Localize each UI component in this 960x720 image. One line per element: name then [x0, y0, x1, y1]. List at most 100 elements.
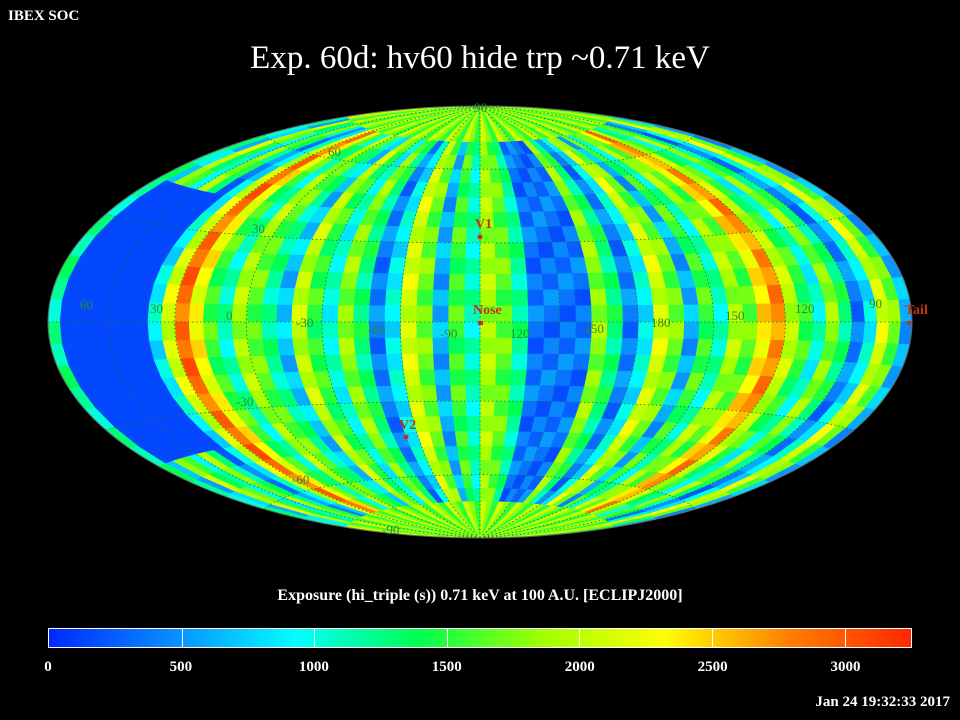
map-cell	[492, 212, 508, 228]
map-cell	[337, 321, 354, 339]
v2-marker	[403, 434, 409, 440]
corner-label: IBEX SOC	[8, 8, 80, 24]
map-cell	[449, 385, 467, 402]
map-cell	[436, 400, 454, 418]
map-cell	[574, 305, 592, 323]
map-cell	[174, 303, 191, 323]
lon-label: -60	[368, 322, 385, 337]
colorbar-tick	[844, 629, 846, 647]
grid-line	[321, 105, 481, 539]
map-cell	[431, 289, 449, 307]
map-cell	[810, 321, 827, 342]
map-cell	[322, 288, 341, 306]
lon-label: 0	[226, 308, 233, 323]
lat-label: -90	[382, 522, 399, 537]
map-cell	[463, 273, 481, 291]
map-cell	[260, 304, 278, 323]
map-cell	[493, 242, 511, 259]
map-cell	[216, 321, 233, 341]
map-cell	[95, 301, 111, 323]
map-cell	[541, 353, 559, 371]
map-cell	[133, 321, 150, 342]
grid-line	[479, 105, 786, 539]
map-cell	[479, 400, 495, 417]
lat-label: 90	[474, 100, 487, 115]
nose-marker	[478, 321, 483, 325]
map-cell	[479, 168, 491, 184]
map-cell	[495, 353, 512, 371]
map-cell	[697, 321, 715, 340]
map-cell	[202, 321, 219, 341]
lat-label: -60	[292, 472, 309, 487]
map-cell	[727, 321, 744, 341]
map-cell	[420, 242, 438, 259]
map-cell	[491, 197, 506, 213]
map-cell	[526, 337, 544, 355]
map-cell	[589, 337, 607, 355]
map-cell	[568, 257, 588, 274]
map-cell	[353, 337, 371, 355]
map-cell	[245, 321, 263, 340]
colorbar-tick-label: 3000	[830, 659, 861, 675]
lon-label: 60	[80, 297, 93, 312]
map-cell	[354, 354, 374, 372]
tail-marker	[907, 321, 911, 325]
lat-label: 30	[252, 221, 265, 236]
colorbar-tick	[314, 629, 316, 647]
map-cell	[368, 305, 386, 323]
map-cell	[337, 305, 354, 323]
map-cell	[321, 305, 339, 323]
map-cell	[384, 337, 402, 355]
plot-title: Exp. 60d: hv60 hide trp ~0.71 keV	[250, 40, 710, 76]
map-cell	[543, 321, 561, 339]
grid-line	[263, 134, 697, 170]
map-cell	[556, 273, 575, 291]
grid-line	[245, 105, 481, 539]
map-cell	[202, 303, 219, 323]
map-cell	[463, 353, 481, 371]
map-cell	[401, 273, 419, 291]
map-cell	[520, 400, 538, 418]
map-cell	[469, 168, 481, 184]
map-cell	[231, 304, 248, 323]
map-cell	[479, 488, 489, 502]
map-cell	[146, 321, 163, 342]
map-cell	[509, 369, 527, 387]
map-cell	[601, 272, 621, 290]
map-cell	[490, 182, 504, 199]
v1-marker	[477, 234, 483, 240]
map-cell	[399, 321, 417, 339]
map-cell	[824, 301, 840, 323]
map-cell	[368, 337, 387, 355]
map-cell	[493, 227, 510, 244]
map-cell	[849, 321, 865, 343]
map-cell	[432, 353, 450, 371]
map-cell	[479, 258, 496, 275]
map-cell	[479, 183, 493, 199]
map-cell	[542, 337, 560, 355]
map-cell	[448, 273, 465, 291]
map-cell	[479, 353, 497, 371]
map-cell	[493, 400, 510, 417]
map-cell	[353, 289, 371, 307]
map-cell	[447, 305, 465, 323]
map-cell	[559, 305, 576, 323]
colorbar-tick	[181, 629, 183, 647]
map-cell	[606, 305, 623, 323]
map-cell	[276, 338, 295, 357]
map-cell	[539, 257, 558, 275]
map-cell	[276, 287, 295, 306]
map-cell	[354, 272, 374, 290]
map-cell	[495, 273, 512, 291]
map-cell	[434, 242, 452, 259]
map-cell	[509, 257, 527, 275]
map-cell	[306, 338, 325, 356]
map-cell	[95, 321, 111, 343]
map-cell	[464, 369, 481, 386]
map-cell	[291, 338, 310, 356]
map-cell	[385, 353, 404, 371]
map-cell	[418, 369, 436, 387]
map-cell	[619, 338, 638, 356]
map-cell	[450, 227, 467, 244]
map-cell	[650, 338, 669, 356]
